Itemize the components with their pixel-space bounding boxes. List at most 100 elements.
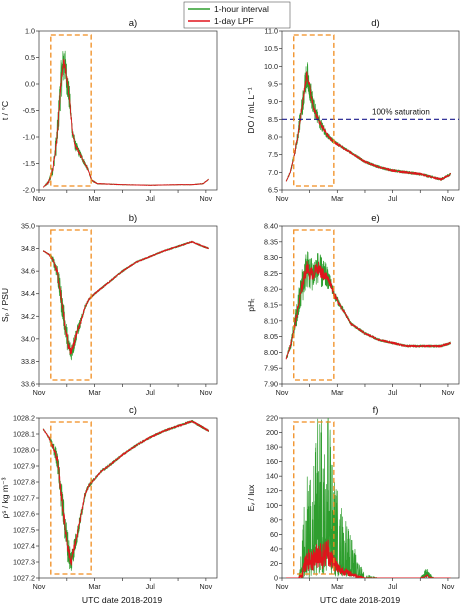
y-tick-label: 40 (270, 544, 278, 553)
series-group (285, 62, 452, 182)
x-tick-label: Nov (442, 388, 455, 397)
y-axis-label: DO / mL L⁻¹ (246, 87, 256, 133)
panel-letter: b) (129, 213, 137, 224)
series-line-lpf (285, 539, 451, 578)
y-tick-label: 7.90 (264, 380, 278, 389)
y-tick-label: 0.0 (25, 80, 35, 89)
saturation-label: 100% saturation (372, 107, 430, 116)
y-tick-label: 1028.2 (13, 414, 35, 423)
y-tick-label: -0.5 (23, 106, 35, 115)
panel-e: Nov Mar Jul Nov7.907.958.008.058.108.158.20… (246, 213, 460, 397)
y-tick-label: -1.5 (23, 159, 35, 168)
y-tick-label: 120 (266, 486, 278, 495)
x-tick-label: Nov (276, 194, 289, 203)
legend: 1-hour interval 1-day LPF (183, 1, 291, 29)
y-tick-label: 8.00 (264, 348, 278, 357)
y-tick-label: 8.20 (264, 285, 278, 294)
y-tick-label: 8.40 (264, 222, 278, 231)
x-tick-label: Nov (33, 582, 46, 591)
x-tick-label: Jul (146, 388, 156, 397)
x-tick-label: Nov (442, 194, 455, 203)
x-tick-label: Mar (331, 388, 344, 397)
x-tick-label: Mar (88, 582, 101, 591)
x-tick-label: Nov (33, 194, 46, 203)
highlight-box (50, 34, 92, 187)
y-tick-label: 1027.5 (13, 526, 35, 535)
y-tick-label: 34.4 (21, 289, 35, 298)
y-tick-label: 6.5 (268, 186, 278, 195)
plot-frame (38, 417, 218, 579)
x-tick-label: Mar (88, 388, 101, 397)
y-tick-label: 33.8 (21, 357, 35, 366)
y-tick-label: 8.10 (264, 316, 278, 325)
y-axis-label: Sₚ / PSU (0, 288, 10, 322)
series-group (285, 418, 451, 578)
y-tick-label: 9.0 (268, 97, 278, 106)
y-tick-label: 8.05 (264, 332, 278, 341)
series-line-hourly (285, 418, 451, 578)
panel-b: Nov Mar Jul Nov33.633.834.034.234.434.634.8… (0, 213, 218, 397)
y-tick-label: 1028.1 (13, 430, 35, 439)
y-tick-label: 20 (270, 559, 278, 568)
y-tick-label: 8.30 (264, 253, 278, 262)
series-line-lpf (42, 240, 210, 355)
y-tick-label: 220 (266, 414, 278, 423)
y-tick-label: 7.5 (268, 150, 278, 159)
x-axis-label-left: UTC date 2018-2019 (82, 595, 162, 605)
y-tick-label: 7.95 (264, 364, 278, 373)
y-tick-label: 34.2 (21, 312, 35, 321)
y-tick-label: 1027.2 (13, 574, 35, 583)
x-tick-label: Jul (388, 194, 398, 203)
y-tick-label: 1027.3 (13, 558, 35, 567)
y-tick-label: 34.8 (21, 244, 35, 253)
y-tick-label: 1027.7 (13, 494, 35, 503)
y-tick-label: 34.6 (21, 267, 35, 276)
legend-label-lpf: 1-day LPF (214, 16, 254, 26)
y-tick-label: 8.15 (264, 301, 278, 310)
y-axis-label: pHₜ (246, 298, 256, 312)
y-tick-label: 0 (274, 574, 278, 583)
y-tick-label: -1.0 (23, 133, 35, 142)
y-axis-label: ρˢ / kg m⁻³ (0, 477, 10, 518)
series-group (42, 419, 210, 571)
plot-frame (38, 30, 218, 191)
y-tick-label: 35.0 (21, 222, 35, 231)
panel-letter: e) (371, 213, 379, 224)
series-line-lpf (285, 261, 452, 360)
panel-letter: c) (129, 405, 137, 416)
y-axis-label: t / °C (0, 101, 10, 120)
y-tick-label: 0.5 (25, 53, 35, 62)
y-tick-label: 1.0 (25, 27, 35, 36)
highlight-box (293, 229, 335, 381)
plot-frame (281, 225, 460, 385)
y-tick-label: 10.0 (264, 62, 278, 71)
x-tick-label: Nov (199, 194, 212, 203)
highlight-box (293, 421, 335, 575)
y-tick-label: 60 (270, 530, 278, 539)
series-group (42, 50, 209, 188)
series-group (285, 251, 452, 360)
x-tick-label: Nov (442, 582, 455, 591)
y-tick-label: 100 (266, 501, 278, 510)
plot-frame (281, 30, 460, 191)
x-tick-label: Mar (331, 582, 344, 591)
x-axis-label-right: UTC date 2018-2019 (320, 595, 400, 605)
x-tick-label: Nov (276, 582, 289, 591)
x-tick-label: Nov (199, 388, 212, 397)
y-tick-label: 9.5 (268, 80, 278, 89)
x-tick-label: Nov (199, 582, 212, 591)
x-tick-label: Jul (388, 582, 398, 591)
y-tick-label: 200 (266, 428, 278, 437)
panel-f: Nov Mar Jul Nov0204060801001201401601802002… (246, 405, 460, 591)
x-tick-label: Jul (146, 194, 156, 203)
y-tick-label: 11.0 (265, 27, 278, 36)
panel-a: Nov Mar Jul Nov-2.0-1.5-1.0-0.50.00.51.0a)t… (0, 18, 218, 203)
panel-c: Nov Mar Jul Nov1027.21027.31027.41027.51027… (0, 405, 218, 591)
x-tick-label: Jul (388, 388, 398, 397)
y-tick-label: 7.0 (268, 168, 278, 177)
y-tick-label: -2.0 (23, 186, 35, 195)
y-tick-label: 8.5 (268, 115, 278, 124)
y-tick-label: 80 (270, 515, 278, 524)
